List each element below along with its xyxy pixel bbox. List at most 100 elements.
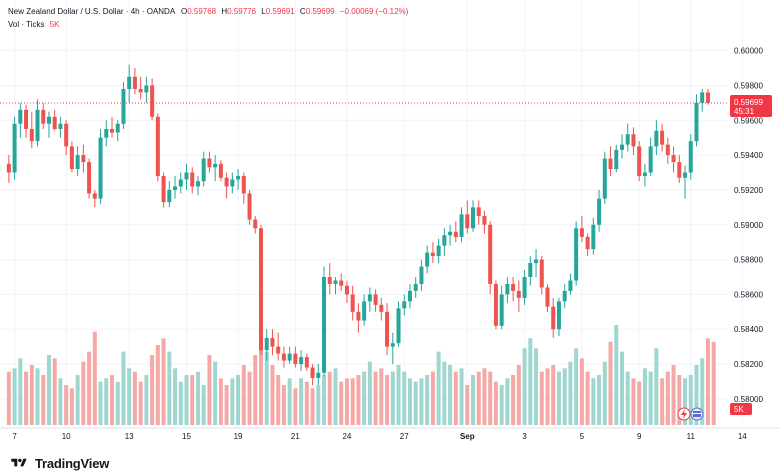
volume-bar <box>46 355 51 425</box>
candle-body <box>705 92 710 103</box>
candle-body <box>648 146 653 173</box>
volume-bar <box>534 348 539 425</box>
candle-body <box>178 179 183 187</box>
volume-bar <box>488 371 493 425</box>
candle-body <box>230 179 235 187</box>
candle-body <box>127 76 132 89</box>
candle-body <box>413 283 418 291</box>
tradingview-logo-icon <box>11 458 27 467</box>
volume-bar <box>516 365 521 425</box>
candle-body <box>24 109 29 129</box>
candle-body <box>453 231 458 237</box>
volume-bar <box>419 378 424 425</box>
candle-body <box>585 236 590 250</box>
volume-bar <box>413 381 418 425</box>
candle-body <box>304 357 309 368</box>
volume-bar <box>585 371 590 425</box>
candle-body <box>52 116 57 129</box>
candle-body <box>625 134 630 145</box>
volume-bar <box>528 338 533 425</box>
candle-body <box>270 337 275 347</box>
volume-bar <box>642 368 647 425</box>
volume-bar <box>310 388 315 425</box>
volume-bar <box>436 351 441 425</box>
candle-body <box>276 346 281 354</box>
candle-body <box>190 172 195 187</box>
volume-bar <box>505 378 510 425</box>
volume-bar <box>190 375 195 425</box>
volume-bar <box>574 348 579 425</box>
volume-bar <box>236 375 241 425</box>
candle-body <box>574 228 579 281</box>
candle-body <box>700 92 705 103</box>
volume-bar <box>705 338 710 425</box>
volume-bar <box>677 375 682 425</box>
date-tick-label: Sep <box>460 432 475 441</box>
candle-body <box>287 353 292 361</box>
volume-bar <box>522 348 527 425</box>
tradingview-logo[interactable]: TradingView <box>8 455 109 471</box>
volume-bar <box>539 371 544 425</box>
date-tick-label: 3 <box>522 432 527 441</box>
candle-body <box>339 280 344 286</box>
low-value: 0.59691 <box>265 7 295 16</box>
price-tick-label: 0.59000 <box>734 221 763 230</box>
volume-bar <box>476 371 481 425</box>
volume-bar <box>385 375 390 425</box>
volume-bar <box>264 351 269 425</box>
candle-body <box>419 266 424 284</box>
candle-body <box>493 283 498 326</box>
candle-body <box>425 252 430 267</box>
volume-bar <box>493 381 498 425</box>
volume-bar <box>608 341 613 425</box>
volume-bar <box>579 358 584 425</box>
candle-body <box>511 283 516 291</box>
volume-bar <box>69 388 74 425</box>
volume-bar <box>201 385 206 425</box>
volume-tag-value: 5K <box>734 405 744 414</box>
candle-body <box>396 308 401 344</box>
candle-body <box>482 216 487 225</box>
candle-body <box>688 141 693 173</box>
candle-body <box>75 155 80 170</box>
last-price-tag <box>730 95 772 118</box>
candle-body <box>12 123 17 173</box>
low-label: L <box>261 7 266 16</box>
volume-bar <box>18 358 23 425</box>
candle-body <box>81 155 86 163</box>
candle-body <box>356 311 361 321</box>
close-label: C <box>299 7 306 16</box>
candle-body <box>316 372 321 378</box>
candle-body <box>41 109 46 124</box>
volume-bar <box>213 361 218 425</box>
volume-bar <box>224 385 229 425</box>
volume-bar <box>333 368 338 425</box>
candle-body <box>236 176 241 180</box>
candle-body <box>98 137 103 199</box>
candle-body <box>35 109 40 142</box>
price-tick-label: 0.59200 <box>734 186 763 195</box>
volume-bar <box>155 345 160 425</box>
volume-bar <box>711 341 716 425</box>
candle-body <box>58 123 63 129</box>
candle-body <box>379 304 384 312</box>
volume-bar <box>373 371 378 425</box>
volume-bar <box>362 371 367 425</box>
volume-bar <box>448 365 453 425</box>
candle-body <box>69 146 74 170</box>
volume-bar <box>12 368 17 425</box>
volume-bar <box>138 381 143 425</box>
candle-body <box>195 181 200 187</box>
date-tick-label: 15 <box>182 432 191 441</box>
candle-body <box>516 290 521 298</box>
volume-label: Vol · Ticks <box>8 20 45 29</box>
price-tick-label: 0.58800 <box>734 256 763 265</box>
candle-body <box>654 130 659 147</box>
volume-bar <box>167 351 172 425</box>
candle-body <box>173 186 178 190</box>
open-value: 0.59768 <box>187 7 217 16</box>
candle-body <box>499 294 504 326</box>
